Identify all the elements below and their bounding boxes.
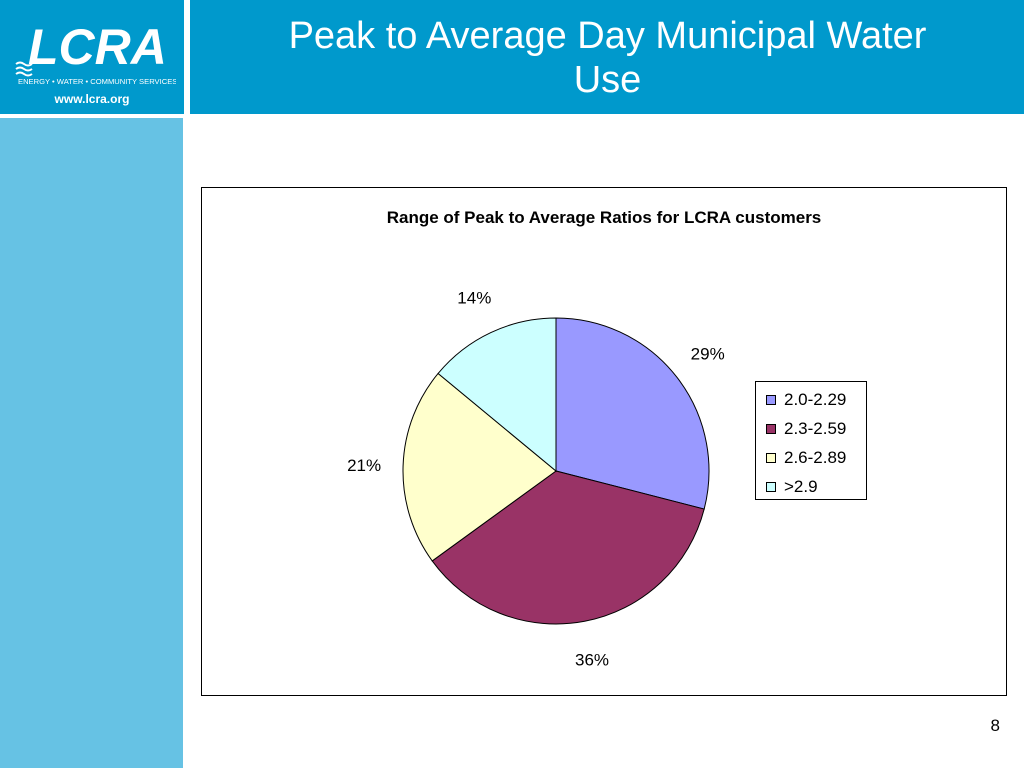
legend-swatch [766,395,776,405]
pie-slice [555,317,710,510]
pie-slice [402,372,557,562]
chart-title: Range of Peak to Average Ratios for LCRA… [386,208,822,227]
slide-title-line-1: Peak to Average Day Municipal Water [288,15,927,57]
site-url-link[interactable]: www.lcra.org [54,92,130,106]
logo-panel [0,0,184,115]
legend-label: 2.6-2.89 [784,448,847,467]
title-bar [190,0,1024,115]
lcra-logo: LCRA ENERGY • WATER • COMMUNITY SERVICES [15,20,176,86]
pie-slice [437,317,557,473]
pie-data-label: 14% [457,288,491,307]
header-divider [184,0,190,115]
chart-legend: 2.0-2.29 2.3-2.59 2.6-2.89 >2.9 [755,381,867,500]
legend-swatch [766,424,776,434]
slide-title-line-2: Use [573,59,642,101]
legend-label: >2.9 [784,477,818,496]
legend-swatch [766,453,776,463]
legend-label: 2.0-2.29 [784,390,847,409]
pie-data-label: 21% [347,456,381,475]
logo-text: LCRA [28,20,167,75]
legend-label: 2.3-2.59 [784,419,847,438]
header-rule [0,114,1024,118]
pie-data-label: 36% [575,651,609,670]
page-number: 8 [990,716,1000,735]
pie-data-label: 29% [691,344,725,363]
legend-swatch [766,482,776,492]
pie-slice [431,470,705,625]
logo-tagline: ENERGY • WATER • COMMUNITY SERVICES [18,77,176,86]
sidebar-band [0,0,183,768]
slide-title: Peak to Average Day Municipal Water Use [195,14,1020,102]
